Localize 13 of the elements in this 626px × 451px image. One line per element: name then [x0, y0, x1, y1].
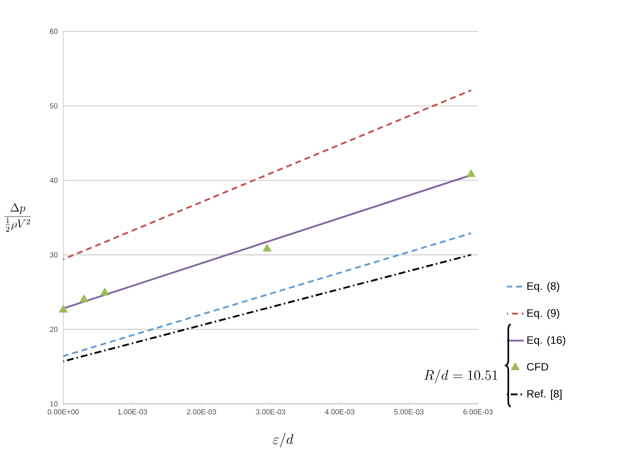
point — [58, 304, 68, 313]
annotation: $R/d=10.51$ — [424, 369, 498, 384]
legend-label: Eq. (8) — [527, 282, 560, 292]
legend-label: Eq. (9) — [527, 309, 560, 320]
legend-label: Eq. (16) — [527, 336, 566, 346]
legend-label: Ref. [8] — [527, 390, 562, 400]
x-axis-title: $\varepsilon / d$ — [273, 433, 294, 448]
point — [80, 294, 88, 302]
point — [100, 288, 110, 296]
point — [466, 169, 476, 178]
legend-label: CFD — [527, 363, 548, 371]
y-axis-title: $\frac{\Delta p}{\frac{1}{2}\rho V^2}$ — [4, 203, 31, 232]
point — [262, 244, 272, 252]
